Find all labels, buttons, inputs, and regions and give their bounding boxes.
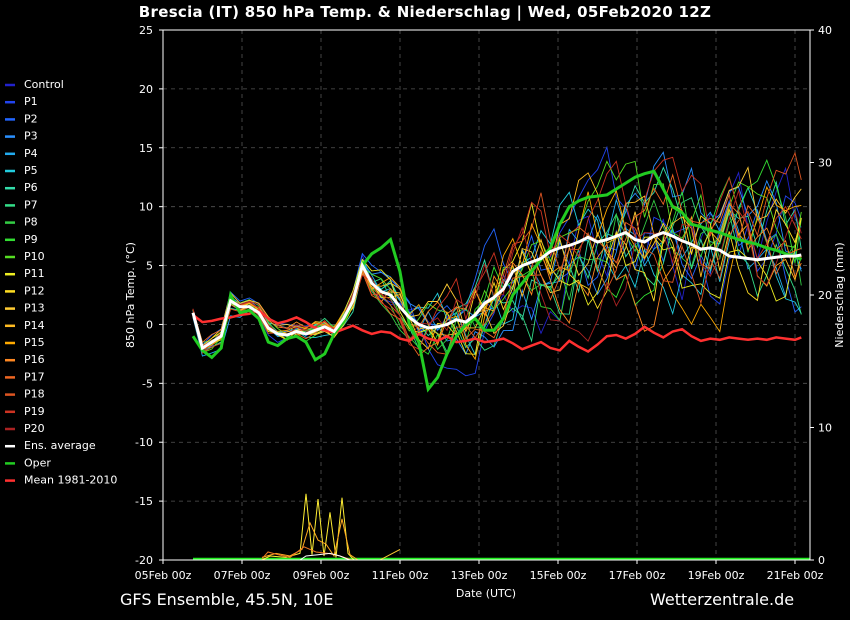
member-line-p17 bbox=[192, 173, 802, 357]
footer-site: Wetterzentrale.de bbox=[650, 590, 795, 609]
y-tick-label: 25 bbox=[139, 24, 153, 37]
x-axis-ticks: 05Feb 00z 07Feb 00z 09Feb 00z 11Feb 00z 13Fe… bbox=[135, 560, 824, 582]
member-line-p15 bbox=[192, 185, 802, 361]
x-axis-label: Date (UTC) bbox=[456, 587, 516, 600]
y-tick-label: 0 bbox=[146, 318, 153, 331]
legend-label: P11 bbox=[24, 267, 45, 280]
y2-tick-label: 10 bbox=[818, 422, 832, 435]
legend-label: P15 bbox=[24, 336, 45, 349]
legend-label: P20 bbox=[24, 422, 45, 435]
member-line-p13 bbox=[192, 166, 802, 347]
x-tick-label: 17Feb 00z bbox=[609, 569, 666, 582]
legend: Control P1 P2 P3 P4 P5 P6 P7 P8 P9 P10 P11 P12 P13 P14… bbox=[5, 78, 117, 487]
chart-title: Brescia (IT) 850 hPa Temp. & Niederschla… bbox=[138, 3, 712, 21]
precip-trace bbox=[261, 518, 359, 561]
precip-lines bbox=[193, 493, 810, 561]
legend-label: Control bbox=[24, 78, 64, 91]
series-ens-average bbox=[191, 230, 802, 351]
legend-label: P13 bbox=[24, 302, 45, 315]
legend-label: P7 bbox=[24, 198, 38, 211]
y2-tick-label: 30 bbox=[818, 157, 832, 170]
y-tick-label: 15 bbox=[139, 142, 153, 155]
y-tick-label: -10 bbox=[135, 436, 153, 449]
x-tick-label: 05Feb 00z bbox=[135, 569, 192, 582]
footer-model-info: GFS Ensemble, 45.5N, 10E bbox=[120, 590, 334, 609]
legend-label: Ens. average bbox=[24, 439, 96, 452]
legend-label: P2 bbox=[24, 112, 38, 125]
legend-label: P9 bbox=[24, 233, 38, 246]
legend-label: P18 bbox=[24, 388, 45, 401]
legend-label: P1 bbox=[24, 95, 38, 108]
legend-label: P16 bbox=[24, 353, 45, 366]
legend-label: P4 bbox=[24, 147, 38, 160]
series-oper bbox=[191, 169, 803, 393]
legend-label: P5 bbox=[24, 164, 38, 177]
legend-label: P19 bbox=[24, 405, 45, 418]
y-tick-label: 5 bbox=[146, 260, 153, 273]
legend-label: P8 bbox=[24, 216, 38, 229]
legend-label: P6 bbox=[24, 181, 38, 194]
y-tick-label: -15 bbox=[135, 495, 153, 508]
y2-axis-label: Niederschlag (mm) bbox=[833, 242, 846, 347]
y2-tick-label: 40 bbox=[818, 24, 832, 37]
precip-trace bbox=[379, 548, 401, 561]
x-tick-label: 19Feb 00z bbox=[688, 569, 745, 582]
plot-frame bbox=[162, 29, 811, 561]
member-line-p19 bbox=[192, 156, 802, 355]
member-line-p14 bbox=[192, 172, 802, 350]
x-tick-label: 13Feb 00z bbox=[451, 569, 508, 582]
y-axis-label: 850 hPa Temp. (°C) bbox=[124, 242, 137, 348]
x-tick-label: 15Feb 00z bbox=[530, 569, 587, 582]
y-tick-label: 20 bbox=[139, 83, 153, 96]
precip-trace bbox=[299, 552, 351, 561]
x-tick-label: 21Feb 00z bbox=[767, 569, 824, 582]
y-axis-ticks: -20 -15 -10 -5 0 5 10 15 20 25 bbox=[135, 24, 163, 567]
x-tick-label: 07Feb 00z bbox=[214, 569, 271, 582]
member-line-p20 bbox=[192, 189, 802, 347]
y-tick-label: -20 bbox=[135, 554, 153, 567]
legend-label: P3 bbox=[24, 130, 38, 143]
x-tick-label: 11Feb 00z bbox=[372, 569, 429, 582]
legend-label: P12 bbox=[24, 284, 45, 297]
main-lines bbox=[191, 169, 803, 393]
y2-tick-label: 0 bbox=[818, 554, 825, 567]
series-mean-1981-2010 bbox=[192, 308, 802, 353]
y-tick-label: -5 bbox=[142, 377, 153, 390]
x-tick-label: 09Feb 00z bbox=[293, 569, 350, 582]
legend-label: P14 bbox=[24, 319, 45, 332]
y2-axis-ticks: 0 10 20 30 40 bbox=[810, 24, 832, 567]
y2-tick-label: 20 bbox=[818, 289, 832, 302]
legend-label: Mean 1981-2010 bbox=[24, 474, 117, 487]
legend-label: P10 bbox=[24, 250, 45, 263]
legend-label: P17 bbox=[24, 370, 45, 383]
y-tick-label: 10 bbox=[139, 201, 153, 214]
precip-trace bbox=[261, 493, 355, 561]
legend-label: Oper bbox=[24, 456, 51, 469]
